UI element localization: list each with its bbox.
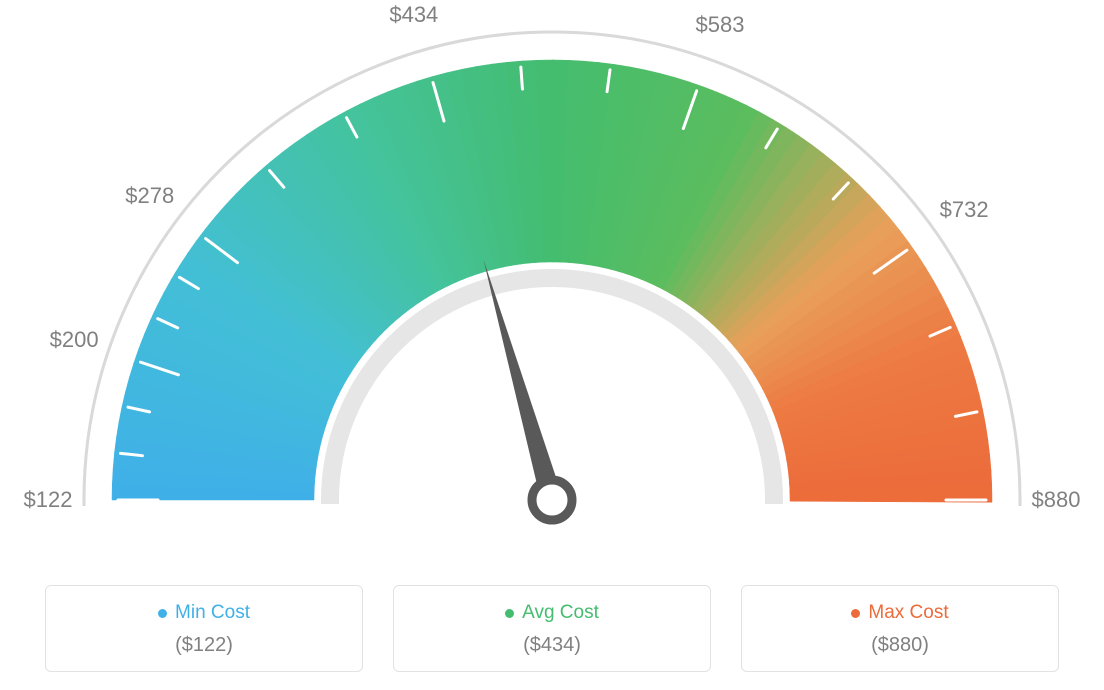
dot-icon — [505, 609, 514, 618]
gauge-needle-hub — [532, 480, 572, 520]
legend-title-avg: Avg Cost — [505, 602, 599, 624]
gauge-tick-label: $278 — [125, 183, 174, 209]
gauge-tick-label: $583 — [696, 12, 745, 38]
legend-title-max: Max Cost — [851, 602, 948, 624]
legend-value-min: ($122) — [56, 634, 352, 657]
legend-value-avg: ($434) — [404, 634, 700, 657]
gauge-tick-label: $880 — [1032, 487, 1081, 513]
legend-card-max: Max Cost ($880) — [741, 585, 1059, 672]
gauge-tick-label: $434 — [389, 2, 438, 28]
legend-title-min: Min Cost — [158, 602, 250, 624]
gauge-tick-label: $122 — [24, 487, 73, 513]
legend-label: Avg Cost — [522, 602, 599, 624]
legend-row: Min Cost ($122) Avg Cost ($434) Max Cost… — [45, 585, 1059, 672]
gauge-tick-label: $732 — [940, 197, 989, 223]
legend-card-min: Min Cost ($122) — [45, 585, 363, 672]
gauge-svg — [0, 0, 1104, 570]
gauge-needle — [483, 260, 562, 503]
dot-icon — [851, 609, 860, 618]
legend-label: Max Cost — [868, 602, 948, 624]
legend-card-avg: Avg Cost ($434) — [393, 585, 711, 672]
legend-label: Min Cost — [175, 602, 250, 624]
gauge-tick-label: $200 — [50, 327, 99, 353]
gauge-area: $122 $200 $278 $434 $583 $732 $880 — [0, 0, 1104, 570]
gauge-chart-container: $122 $200 $278 $434 $583 $732 $880 Min Cost ($… — [0, 0, 1104, 690]
dot-icon — [158, 609, 167, 618]
legend-value-max: ($880) — [752, 634, 1048, 657]
